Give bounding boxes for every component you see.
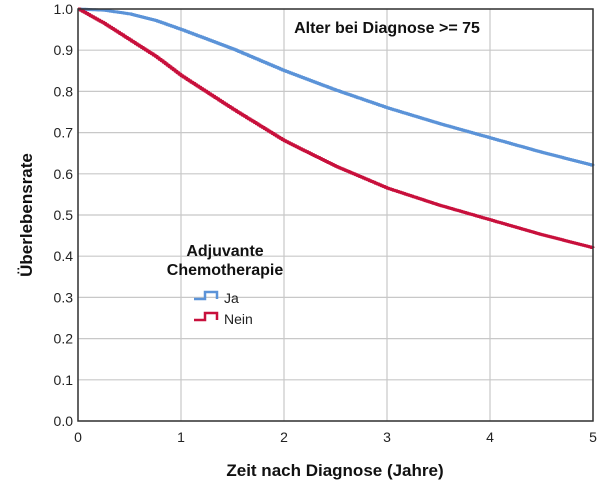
y-tick-label: 0.9 xyxy=(54,42,74,58)
y-tick-label: 0.7 xyxy=(54,125,74,141)
x-tick-label: 3 xyxy=(383,429,391,445)
x-axis-label: Zeit nach Diagnose (Jahre) xyxy=(226,461,443,480)
legend-label-ja: Ja xyxy=(224,290,239,306)
x-tick-label: 2 xyxy=(280,429,288,445)
legend-step-icon-ja xyxy=(194,290,219,301)
survival-curve-nein xyxy=(78,7,595,249)
legend-step-icon-nein xyxy=(194,311,219,322)
survival-curve-ja xyxy=(78,7,595,167)
legend-title-line2: Chemotherapie xyxy=(167,262,284,279)
y-tick-label: 0.8 xyxy=(54,83,74,99)
y-tick-label: 0.1 xyxy=(54,372,74,388)
y-tick-label: 0.3 xyxy=(54,289,74,305)
y-axis-ticks: 0.0 0.1 0.2 0.3 0.4 0.5 0.6 0.7 0.8 0.9 1.0 xyxy=(54,1,74,429)
y-tick-label: 0.5 xyxy=(54,207,74,223)
x-tick-label: 1 xyxy=(177,429,185,445)
plot-frame xyxy=(77,8,594,422)
chart-title: Alter bei Diagnose >= 75 xyxy=(294,20,480,37)
y-tick-label: 0.2 xyxy=(54,331,74,347)
y-tick-label: 1.0 xyxy=(54,1,74,17)
y-tick-label: 0.0 xyxy=(54,413,74,429)
y-tick-label: 0.6 xyxy=(54,166,74,182)
legend-title-line1: Adjuvante xyxy=(186,243,263,260)
x-tick-label: 5 xyxy=(589,429,597,445)
x-axis-ticks: 0 1 2 3 4 5 xyxy=(74,429,597,445)
grid-lines xyxy=(77,8,594,422)
x-tick-label: 0 xyxy=(74,429,82,445)
y-axis-label: Überlebensrate xyxy=(17,153,36,277)
survival-curves xyxy=(78,7,595,249)
x-tick-label: 4 xyxy=(486,429,494,445)
y-tick-label: 0.4 xyxy=(54,248,74,264)
legend-label-nein: Nein xyxy=(224,311,253,327)
legend: Adjuvante Chemotherapie Ja Nein xyxy=(167,243,284,327)
